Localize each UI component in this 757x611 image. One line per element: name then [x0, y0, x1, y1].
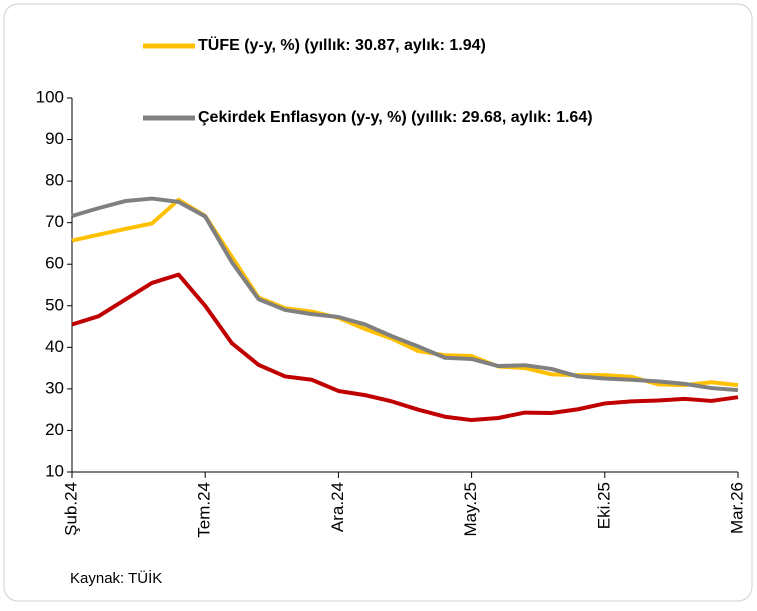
y-tick-label: 90 [45, 129, 64, 148]
y-tick-label: 30 [45, 378, 64, 397]
y-tick-label: 20 [45, 420, 64, 439]
source: Kaynak: TÜİK [70, 569, 162, 587]
y-tick-label: 50 [45, 295, 64, 314]
x-tick-label: Ara.24 [328, 482, 347, 532]
frame [3, 3, 753, 602]
y-tick-label: 70 [45, 212, 64, 231]
x-tick-label: Şub.24 [61, 482, 80, 536]
y-tick-label: 100 [36, 87, 64, 106]
y-tick-label: 60 [45, 254, 64, 273]
x-tick-label: Mar.26 [727, 482, 746, 534]
legend-box: Çekirdek Enflasyon (y-y, %) (yıllık: 29.… [198, 109, 593, 126]
y-tick-label: 10 [45, 461, 64, 480]
y-tick-label: 40 [45, 337, 64, 356]
series-line [71, 196, 739, 393]
legend-box: TÜFE (y-y, %) (yıllık: 30.87, aylık: 1.9… [198, 37, 486, 54]
legend-label: TÜFE (y-y, %) (yıllık: 30.87, aylık: 1.9… [198, 37, 486, 54]
x-tick-label: Eki.25 [594, 482, 613, 529]
x-tick-label: May.25 [461, 482, 480, 537]
x-tick-label: Tem.24 [195, 482, 214, 538]
y-tick-label: 80 [45, 171, 64, 190]
legend-label: Çekirdek Enflasyon (y-y, %) (yıllık: 29.… [198, 109, 593, 126]
series-line [71, 272, 739, 423]
